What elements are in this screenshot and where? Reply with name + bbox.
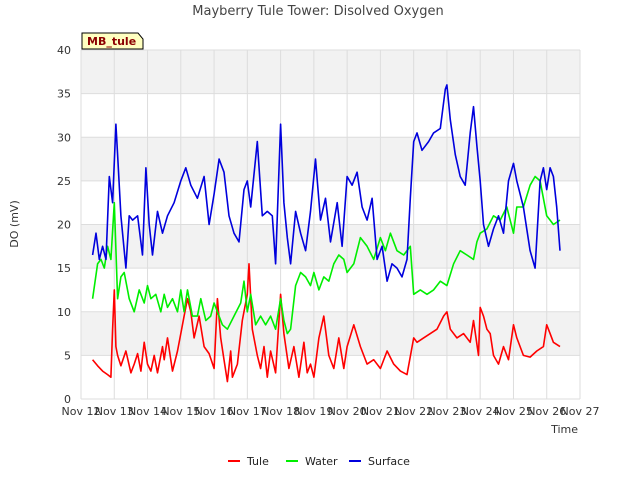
x-tick-label: Nov 21 [361,405,400,418]
y-tick-label: 10 [57,306,71,319]
y-tick-label: 40 [57,44,71,57]
x-tick-label: Nov 19 [294,405,333,418]
x-tick-label: Nov 26 [527,405,566,418]
x-tick-label: Nov 12 [62,405,101,418]
y-axis: 0 5 10 15 20 25 30 35 40 [57,44,71,406]
y-tick-label: 20 [57,219,71,232]
y-tick-label: 35 [57,88,71,101]
x-tick-label: Nov 14 [128,405,167,418]
badge-label: MB_tule [87,35,136,48]
x-tick-label: Nov 17 [228,405,267,418]
legend: Tule Water Surface [228,455,410,468]
legend-label: Tule [246,455,269,468]
y-axis-label: DO (mV) [8,200,21,247]
x-tick-label: Nov 27 [561,405,600,418]
grid-lines [80,49,581,400]
badge-box [81,32,144,50]
plot-band [81,311,580,356]
y-tick-label: 30 [57,131,71,144]
x-tick-label: Nov 18 [261,405,300,418]
series-line-surface [91,84,561,283]
chart-title: Mayberry Tule Tower: Disolved Oxygen [192,4,443,19]
plot-band [81,224,580,269]
x-tick-label: Nov 16 [195,405,234,418]
x-tick-label: Nov 22 [394,405,433,418]
series-line-water [91,175,561,335]
x-tick-label: Nov 15 [161,405,200,418]
x-axis-label: Time [550,423,578,436]
y-tick-label: 5 [64,349,71,362]
x-tick-label: Nov 13 [95,405,134,418]
legend-label: Water [305,455,338,468]
y-tick-label: 15 [57,262,71,275]
x-tick-label: Nov 24 [461,405,500,418]
plot-band [81,137,580,181]
y-tick-label: 0 [64,393,71,406]
station-badge: MB_tule [81,32,144,50]
legend-label: Surface [368,455,410,468]
y-tick-label: 25 [57,175,71,188]
x-tick-label: Nov 25 [494,405,533,418]
x-tick-label: Nov 23 [427,405,466,418]
x-tick-label: Nov 20 [328,405,367,418]
series-line-tule [91,262,561,383]
plot-band [81,50,580,94]
series-group [91,84,561,383]
